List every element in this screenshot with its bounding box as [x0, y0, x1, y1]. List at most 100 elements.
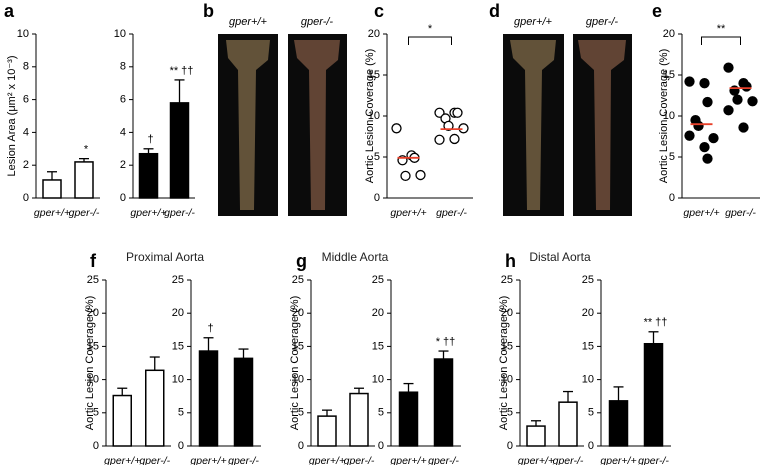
- y-tick-label: 20: [372, 307, 384, 319]
- y-tick-label: 15: [368, 69, 380, 81]
- aorta-photo: [218, 34, 632, 216]
- y-tick-label: 10: [368, 110, 380, 122]
- x-tick-label: gper+/+: [130, 207, 166, 219]
- x-tick-label: gper+/+: [390, 207, 426, 219]
- image-label: gper+/+: [514, 16, 552, 28]
- data-point: [443, 120, 454, 131]
- panel-letter: e: [652, 1, 662, 21]
- panel-letter: c: [374, 1, 384, 21]
- image-label: gper+/+: [229, 16, 267, 28]
- data-point: [732, 94, 743, 105]
- y-tick-label: 0: [507, 440, 513, 452]
- chart-title: Distal Aorta: [529, 250, 591, 264]
- y-axis-label: Aortic Lesion Coverage (%): [84, 296, 96, 431]
- y-tick-label: 25: [372, 274, 384, 286]
- data-point: [684, 130, 695, 141]
- y-tick-label: 4: [120, 126, 126, 138]
- y-tick-label: 15: [663, 69, 675, 81]
- y-tick-label: 2: [23, 159, 29, 171]
- y-tick-label: 20: [501, 307, 513, 319]
- chart-title: Middle Aorta: [322, 250, 389, 264]
- y-tick-label: 0: [23, 192, 29, 204]
- data-point: [708, 132, 719, 144]
- y-tick-label: 25: [172, 274, 184, 286]
- y-tick-label: 10: [292, 374, 304, 386]
- y-tick-label: 6: [23, 94, 29, 106]
- x-tick-label: gper+/+: [190, 455, 226, 465]
- annotation: ** ††: [644, 317, 668, 329]
- y-tick-label: 10: [501, 374, 513, 386]
- significance-bracket: [701, 36, 741, 45]
- annotation: *: [84, 144, 89, 156]
- data-point: [747, 96, 758, 107]
- panel-letter: f: [90, 251, 97, 271]
- y-tick-label: 0: [120, 192, 126, 204]
- y-tick-label: 15: [172, 340, 184, 352]
- x-tick-label: gper-/-: [553, 455, 584, 465]
- chart-title: Proximal Aorta: [126, 250, 204, 264]
- y-tick-label: 5: [298, 407, 304, 419]
- data-point: [449, 133, 460, 145]
- bar: [198, 350, 219, 447]
- bar: [169, 102, 190, 199]
- annotation: †: [147, 134, 153, 146]
- panel-letter: a: [4, 1, 15, 21]
- y-tick-label: 15: [582, 340, 594, 352]
- x-tick-label: gper-/-: [139, 455, 170, 465]
- data-point: [400, 170, 411, 182]
- y-tick-label: 10: [582, 374, 594, 386]
- y-tick-label: 20: [292, 307, 304, 319]
- y-tick-label: 5: [93, 407, 99, 419]
- image-label: gper-/-: [586, 16, 619, 28]
- y-tick-label: 20: [368, 28, 380, 40]
- y-tick-label: 0: [588, 440, 594, 452]
- x-tick-label: gper+/+: [683, 207, 719, 219]
- x-tick-label: gper+/+: [600, 455, 636, 465]
- bar: [233, 357, 254, 447]
- y-tick-label: 5: [588, 407, 594, 419]
- x-tick-label: gper-/-: [69, 207, 100, 219]
- data-point: [684, 76, 695, 87]
- y-tick-label: 20: [582, 307, 594, 319]
- panel-letter: h: [505, 251, 516, 271]
- data-point: [702, 153, 713, 164]
- data-point: [699, 78, 710, 89]
- y-tick-label: 2: [120, 159, 126, 171]
- y-axis-label: Aortic Lesion Coverage (%): [658, 49, 670, 184]
- x-tick-label: gper+/+: [104, 455, 140, 465]
- y-tick-label: 25: [501, 274, 513, 286]
- y-axis-label: Aortic Lesion Coverage (%): [364, 49, 376, 184]
- y-tick-label: 25: [87, 274, 99, 286]
- x-tick-label: gper+/+: [390, 455, 426, 465]
- data-point: [723, 62, 734, 73]
- y-axis-label: Aortic Lesion Coverage (%): [289, 296, 301, 431]
- annotation: * ††: [436, 336, 456, 348]
- data-point: [415, 169, 426, 181]
- data-point: [452, 107, 463, 118]
- y-tick-label: 5: [669, 151, 675, 163]
- bar: [398, 391, 419, 447]
- image-label: gper-/-: [301, 16, 334, 28]
- y-tick-label: 10: [17, 28, 29, 40]
- x-tick-label: gper+/+: [34, 207, 70, 219]
- x-tick-label: gper-/-: [228, 455, 259, 465]
- x-tick-label: gper-/-: [436, 207, 467, 219]
- bar: [74, 161, 94, 199]
- y-tick-label: 15: [292, 340, 304, 352]
- bar: [433, 358, 454, 447]
- y-axis-label: Aortic Lesion Coverage (%): [498, 296, 510, 431]
- y-tick-label: 20: [663, 28, 675, 40]
- x-tick-label: gper+/+: [518, 455, 554, 465]
- significance: *: [428, 23, 433, 35]
- annotation: †: [207, 323, 213, 335]
- panel-letter: g: [296, 251, 307, 271]
- x-tick-label: gper-/-: [638, 455, 669, 465]
- y-tick-label: 15: [501, 340, 513, 352]
- y-tick-label: 10: [372, 374, 384, 386]
- y-tick-label: 5: [378, 407, 384, 419]
- y-tick-label: 5: [507, 407, 513, 419]
- y-tick-label: 15: [372, 340, 384, 352]
- data-point: [391, 123, 402, 134]
- y-tick-label: 10: [172, 374, 184, 386]
